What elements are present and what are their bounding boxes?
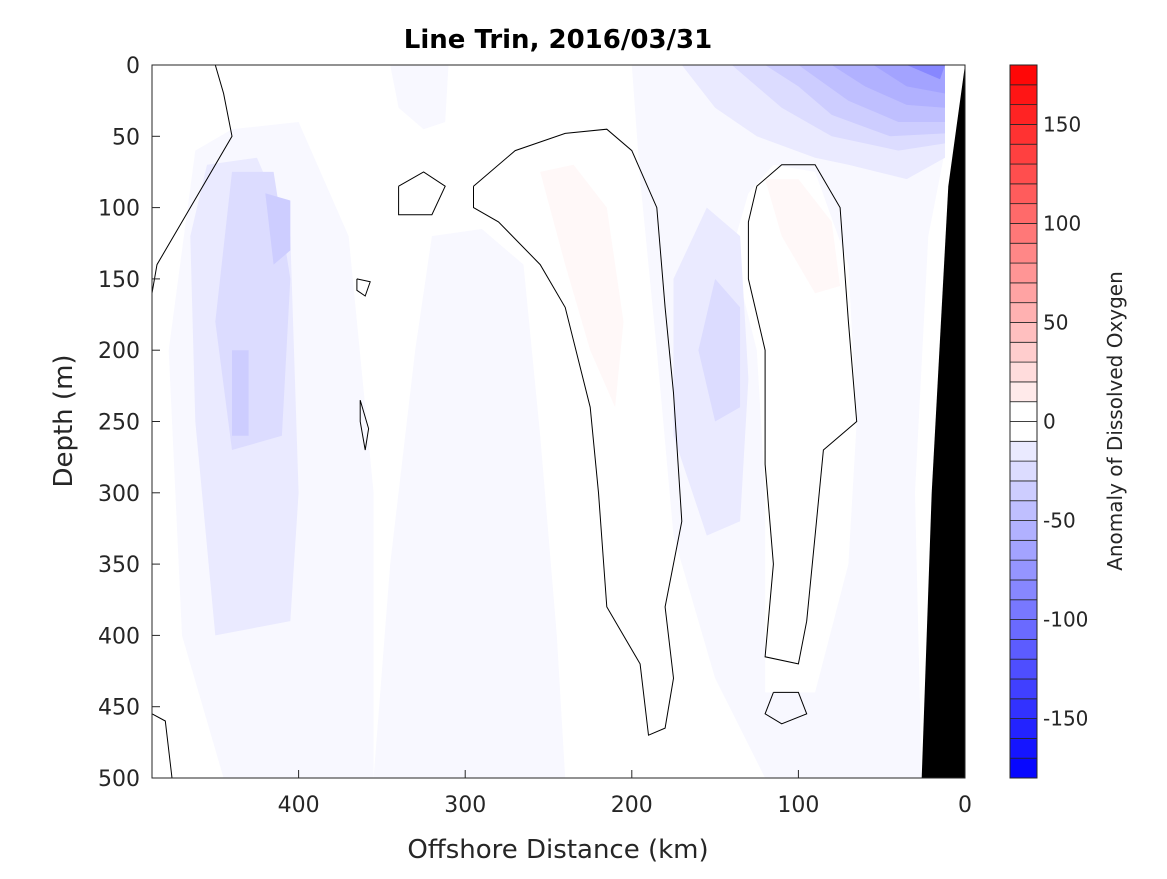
- colorbar-level: [1009, 599, 1038, 620]
- x-axis-label: Offshore Distance (km): [407, 835, 708, 865]
- colorbar-level: [1009, 124, 1038, 145]
- colorbar-tick-label: 50: [1043, 310, 1068, 334]
- colorbar-level: [1009, 322, 1038, 343]
- colorbar-level: [1009, 262, 1038, 284]
- y-tick-label: 100: [98, 197, 140, 222]
- colorbar-level: [1009, 282, 1038, 304]
- colorbar-level: [1009, 223, 1038, 244]
- y-tick-label: 150: [98, 268, 140, 293]
- plot-area: [151, 64, 966, 779]
- contour-region: [765, 179, 841, 294]
- contour-line: [356, 278, 371, 297]
- colorbar-tick-label: 150: [1043, 112, 1081, 136]
- colorbar-level: [1009, 539, 1038, 561]
- colorbar-level: [1009, 520, 1038, 541]
- y-tick-label: 450: [98, 696, 140, 721]
- y-tick-label: 350: [98, 553, 140, 578]
- contour-region: [731, 164, 857, 693]
- x-axis: 400 300 200 100 0: [278, 770, 972, 818]
- y-tick-label: 500: [98, 767, 140, 792]
- y-tick-label: 250: [98, 411, 140, 436]
- colorbar-level: [1009, 440, 1038, 462]
- contour-region: [232, 350, 249, 436]
- contour-region: [373, 229, 566, 778]
- colorbar-level: [1009, 163, 1038, 185]
- filled-contours: [168, 65, 945, 778]
- zero-contour-lines: [152, 65, 858, 778]
- colorbar-level: [1009, 203, 1038, 224]
- contour-region: [265, 193, 291, 265]
- x-tick-label: 300: [444, 793, 486, 818]
- contour-line: [473, 128, 683, 736]
- contour-line: [152, 65, 233, 294]
- colorbar-tick-label: 100: [1043, 211, 1081, 235]
- y-axis: 0 50 100 150 200 250 300 350 400 450 500: [98, 54, 160, 792]
- contour-line: [152, 713, 173, 778]
- colorbar-level: [1009, 619, 1038, 640]
- colorbar-level: [1009, 84, 1038, 106]
- contour-region: [698, 278, 741, 422]
- colorbar-level: [1009, 381, 1038, 403]
- y-tick-label: 300: [98, 482, 140, 507]
- colorbar[interactable]: [1009, 64, 1038, 779]
- colorbar-level: [1009, 183, 1038, 205]
- colorbar-level: [1009, 302, 1038, 323]
- colorbar-frame: [1009, 64, 1038, 779]
- y-axis-label: Depth (m): [49, 354, 79, 487]
- colorbar-level: [1009, 64, 1038, 86]
- colorbar-level: [1009, 143, 1038, 165]
- y-tick-label: 200: [98, 339, 140, 364]
- colorbar-tick-label: -50: [1043, 509, 1076, 533]
- colorbar-level: [1009, 678, 1038, 700]
- colorbar-level: [1009, 737, 1038, 759]
- x-tick-label: 200: [611, 793, 653, 818]
- colorbar-level: [1009, 698, 1038, 719]
- contour-line: [764, 691, 808, 725]
- colorbar-level: [1009, 757, 1038, 779]
- colorbar-tick-label: -150: [1043, 707, 1088, 731]
- contour-line: [747, 164, 858, 665]
- colorbar-level: [1009, 718, 1038, 739]
- colorbar-level: [1009, 460, 1038, 482]
- colorbar-level: [1009, 559, 1038, 581]
- contour-line: [359, 399, 370, 451]
- x-tick-label: 100: [777, 793, 819, 818]
- colorbar-level: [1009, 242, 1038, 264]
- contour-region: [906, 65, 945, 80]
- contour-region: [540, 164, 624, 408]
- colorbar-level: [1009, 658, 1038, 680]
- y-tick-label: 50: [112, 125, 140, 150]
- colorbar-level: [1009, 480, 1038, 502]
- colorbar-tick-label: -100: [1043, 608, 1088, 632]
- colorbar-level: [1009, 341, 1038, 363]
- colorbar-level: [1009, 579, 1038, 601]
- y-tick-label: 400: [98, 624, 140, 649]
- colorbar-level: [1009, 104, 1038, 125]
- bathymetry: [921, 65, 965, 778]
- colorbar-level: [1009, 361, 1038, 383]
- colorbar-ticks: 150 100 50 0 -50 -100 -150: [1043, 112, 1088, 730]
- colorbar-level: [1009, 421, 1038, 442]
- x-tick-label: 0: [958, 793, 972, 818]
- colorbar-level: [1009, 401, 1038, 422]
- colorbar-level: [1009, 638, 1038, 660]
- contour-region: [390, 65, 449, 130]
- colorbar-level: [1009, 500, 1038, 521]
- y-tick-label: 0: [126, 54, 140, 79]
- x-tick-label: 400: [278, 793, 320, 818]
- chart-title: Line Trin, 2016/03/31: [404, 25, 712, 55]
- seafloor: [921, 65, 965, 778]
- contour-line: [398, 171, 446, 216]
- colorbar-tick-label: 0: [1043, 410, 1056, 434]
- colorbar-label: Anomaly of Dissolved Oxygen: [1103, 271, 1127, 571]
